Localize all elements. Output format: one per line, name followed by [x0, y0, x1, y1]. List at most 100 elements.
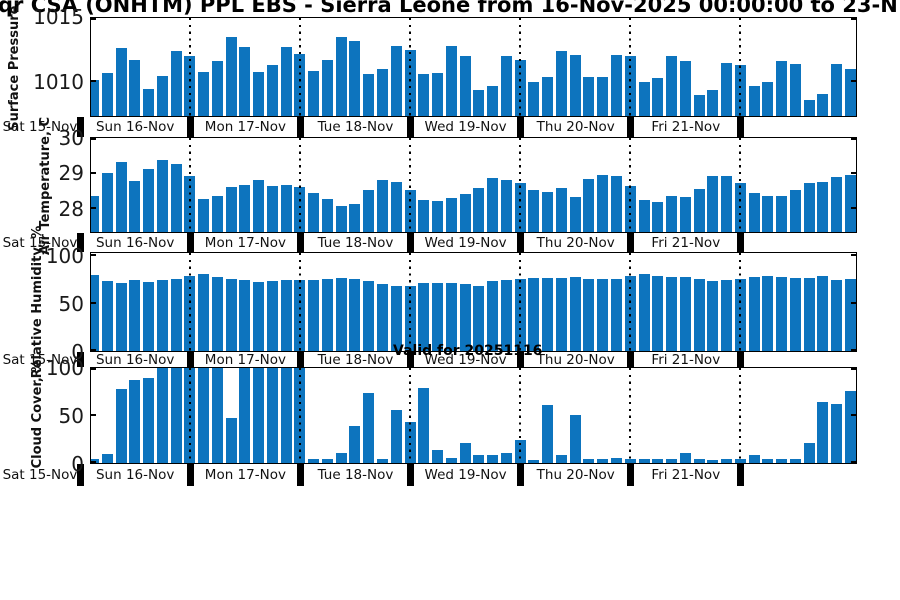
day-separator	[627, 233, 635, 252]
bar	[555, 455, 567, 463]
bar	[569, 414, 581, 463]
day-label: Tue 18-Nov	[317, 467, 394, 483]
bar	[115, 48, 127, 116]
day-gridline	[629, 253, 632, 351]
day-label: Fri 21-Nov	[651, 467, 721, 483]
bar	[528, 190, 540, 232]
bar	[349, 204, 361, 232]
bar	[308, 459, 320, 463]
bar	[363, 280, 375, 351]
day-label: Thu 20-Nov	[536, 119, 615, 135]
bar	[266, 65, 278, 116]
bar	[335, 453, 347, 463]
day-gridline	[298, 253, 301, 351]
bar	[321, 278, 333, 351]
day-label: Tue 18-Nov	[317, 234, 394, 251]
bar	[776, 276, 788, 351]
y-tick-mark	[91, 18, 96, 20]
day-separator	[186, 464, 194, 486]
bar	[831, 404, 843, 463]
day-separator	[76, 352, 84, 367]
bar	[211, 61, 223, 116]
bar	[349, 278, 361, 351]
day-separator	[407, 117, 415, 137]
day-separator	[186, 352, 194, 367]
bar	[844, 390, 856, 463]
humidity-plot	[90, 252, 857, 352]
bar	[610, 54, 622, 116]
chart-title: qr CSA (ONHTM) PPL EBS - Sierra Leone fr…	[0, 0, 898, 17]
day-separator	[186, 117, 194, 137]
bar	[308, 193, 320, 232]
day-gridline	[188, 253, 191, 351]
bar	[666, 276, 678, 351]
day-separator	[737, 464, 745, 486]
bar	[583, 178, 595, 232]
day-separator	[296, 352, 304, 367]
bar	[459, 283, 471, 351]
y-tick-mark	[91, 461, 96, 463]
day-separator	[186, 233, 194, 252]
bar	[335, 206, 347, 232]
bar	[473, 455, 485, 463]
day-separator	[517, 117, 525, 137]
bar	[129, 380, 141, 463]
day-axis-row-1: Sat 15-Nov Sun 16-Nov Mon 17-Nov Tue 18-Nov…	[0, 117, 900, 137]
y-tick-mark	[851, 138, 856, 140]
bar	[156, 75, 168, 116]
day-label: Sat 15-Nov	[2, 119, 78, 135]
bar	[170, 163, 182, 232]
bar	[198, 199, 210, 232]
bar	[459, 442, 471, 463]
bar	[390, 410, 402, 463]
bar	[91, 275, 99, 351]
day-separator	[517, 352, 525, 367]
y-tick-mark	[851, 254, 856, 257]
day-gridline	[629, 138, 632, 232]
bar	[377, 459, 389, 463]
bar	[101, 454, 113, 463]
bar	[707, 90, 719, 116]
bar	[831, 64, 843, 116]
bar	[652, 459, 664, 463]
y-tick-mark	[91, 368, 96, 370]
bar	[390, 182, 402, 232]
y-tick-mark	[851, 302, 856, 305]
bar	[253, 281, 265, 351]
bar	[377, 69, 389, 116]
day-gridline	[519, 253, 522, 351]
bar	[487, 86, 499, 116]
bar	[280, 368, 292, 463]
day-gridline	[739, 253, 742, 351]
y-tick-label: 28	[58, 196, 84, 221]
bar	[156, 368, 168, 463]
day-gridline	[298, 138, 301, 232]
day-separator	[737, 352, 745, 367]
bar	[349, 40, 361, 116]
bar	[707, 176, 719, 232]
day-separator	[407, 233, 415, 252]
bar	[721, 176, 733, 232]
bar	[803, 183, 815, 232]
bar	[211, 276, 223, 351]
bar	[817, 276, 829, 351]
day-label: Thu 20-Nov	[536, 351, 615, 368]
bar	[721, 62, 733, 116]
y-tick-mark	[851, 18, 856, 20]
bar	[445, 45, 457, 116]
day-gridline	[739, 18, 742, 116]
bar	[789, 64, 801, 116]
bar	[679, 453, 691, 463]
y-tick-label: 1010	[33, 69, 84, 94]
bar	[198, 368, 210, 463]
day-separator	[76, 464, 84, 486]
bar	[789, 459, 801, 463]
y-tick-label: 29	[58, 161, 84, 186]
bar	[363, 190, 375, 232]
day-separator	[517, 233, 525, 252]
bar	[445, 282, 457, 351]
y-tick-mark	[91, 80, 96, 83]
bar	[321, 199, 333, 232]
y-tick-mark	[851, 349, 856, 351]
